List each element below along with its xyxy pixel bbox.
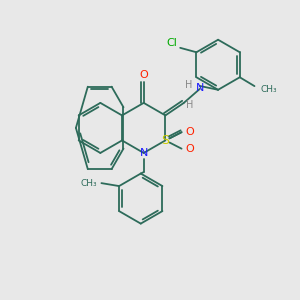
Text: Cl: Cl xyxy=(167,38,177,48)
Text: H: H xyxy=(186,100,194,110)
Text: O: O xyxy=(185,127,194,137)
Text: N: N xyxy=(196,83,205,93)
Text: CH₃: CH₃ xyxy=(80,178,97,188)
Text: O: O xyxy=(185,144,194,154)
Text: H: H xyxy=(185,80,192,90)
Text: O: O xyxy=(139,70,148,80)
Text: N: N xyxy=(140,148,148,158)
Text: S: S xyxy=(161,134,169,147)
Text: CH₃: CH₃ xyxy=(260,85,277,94)
